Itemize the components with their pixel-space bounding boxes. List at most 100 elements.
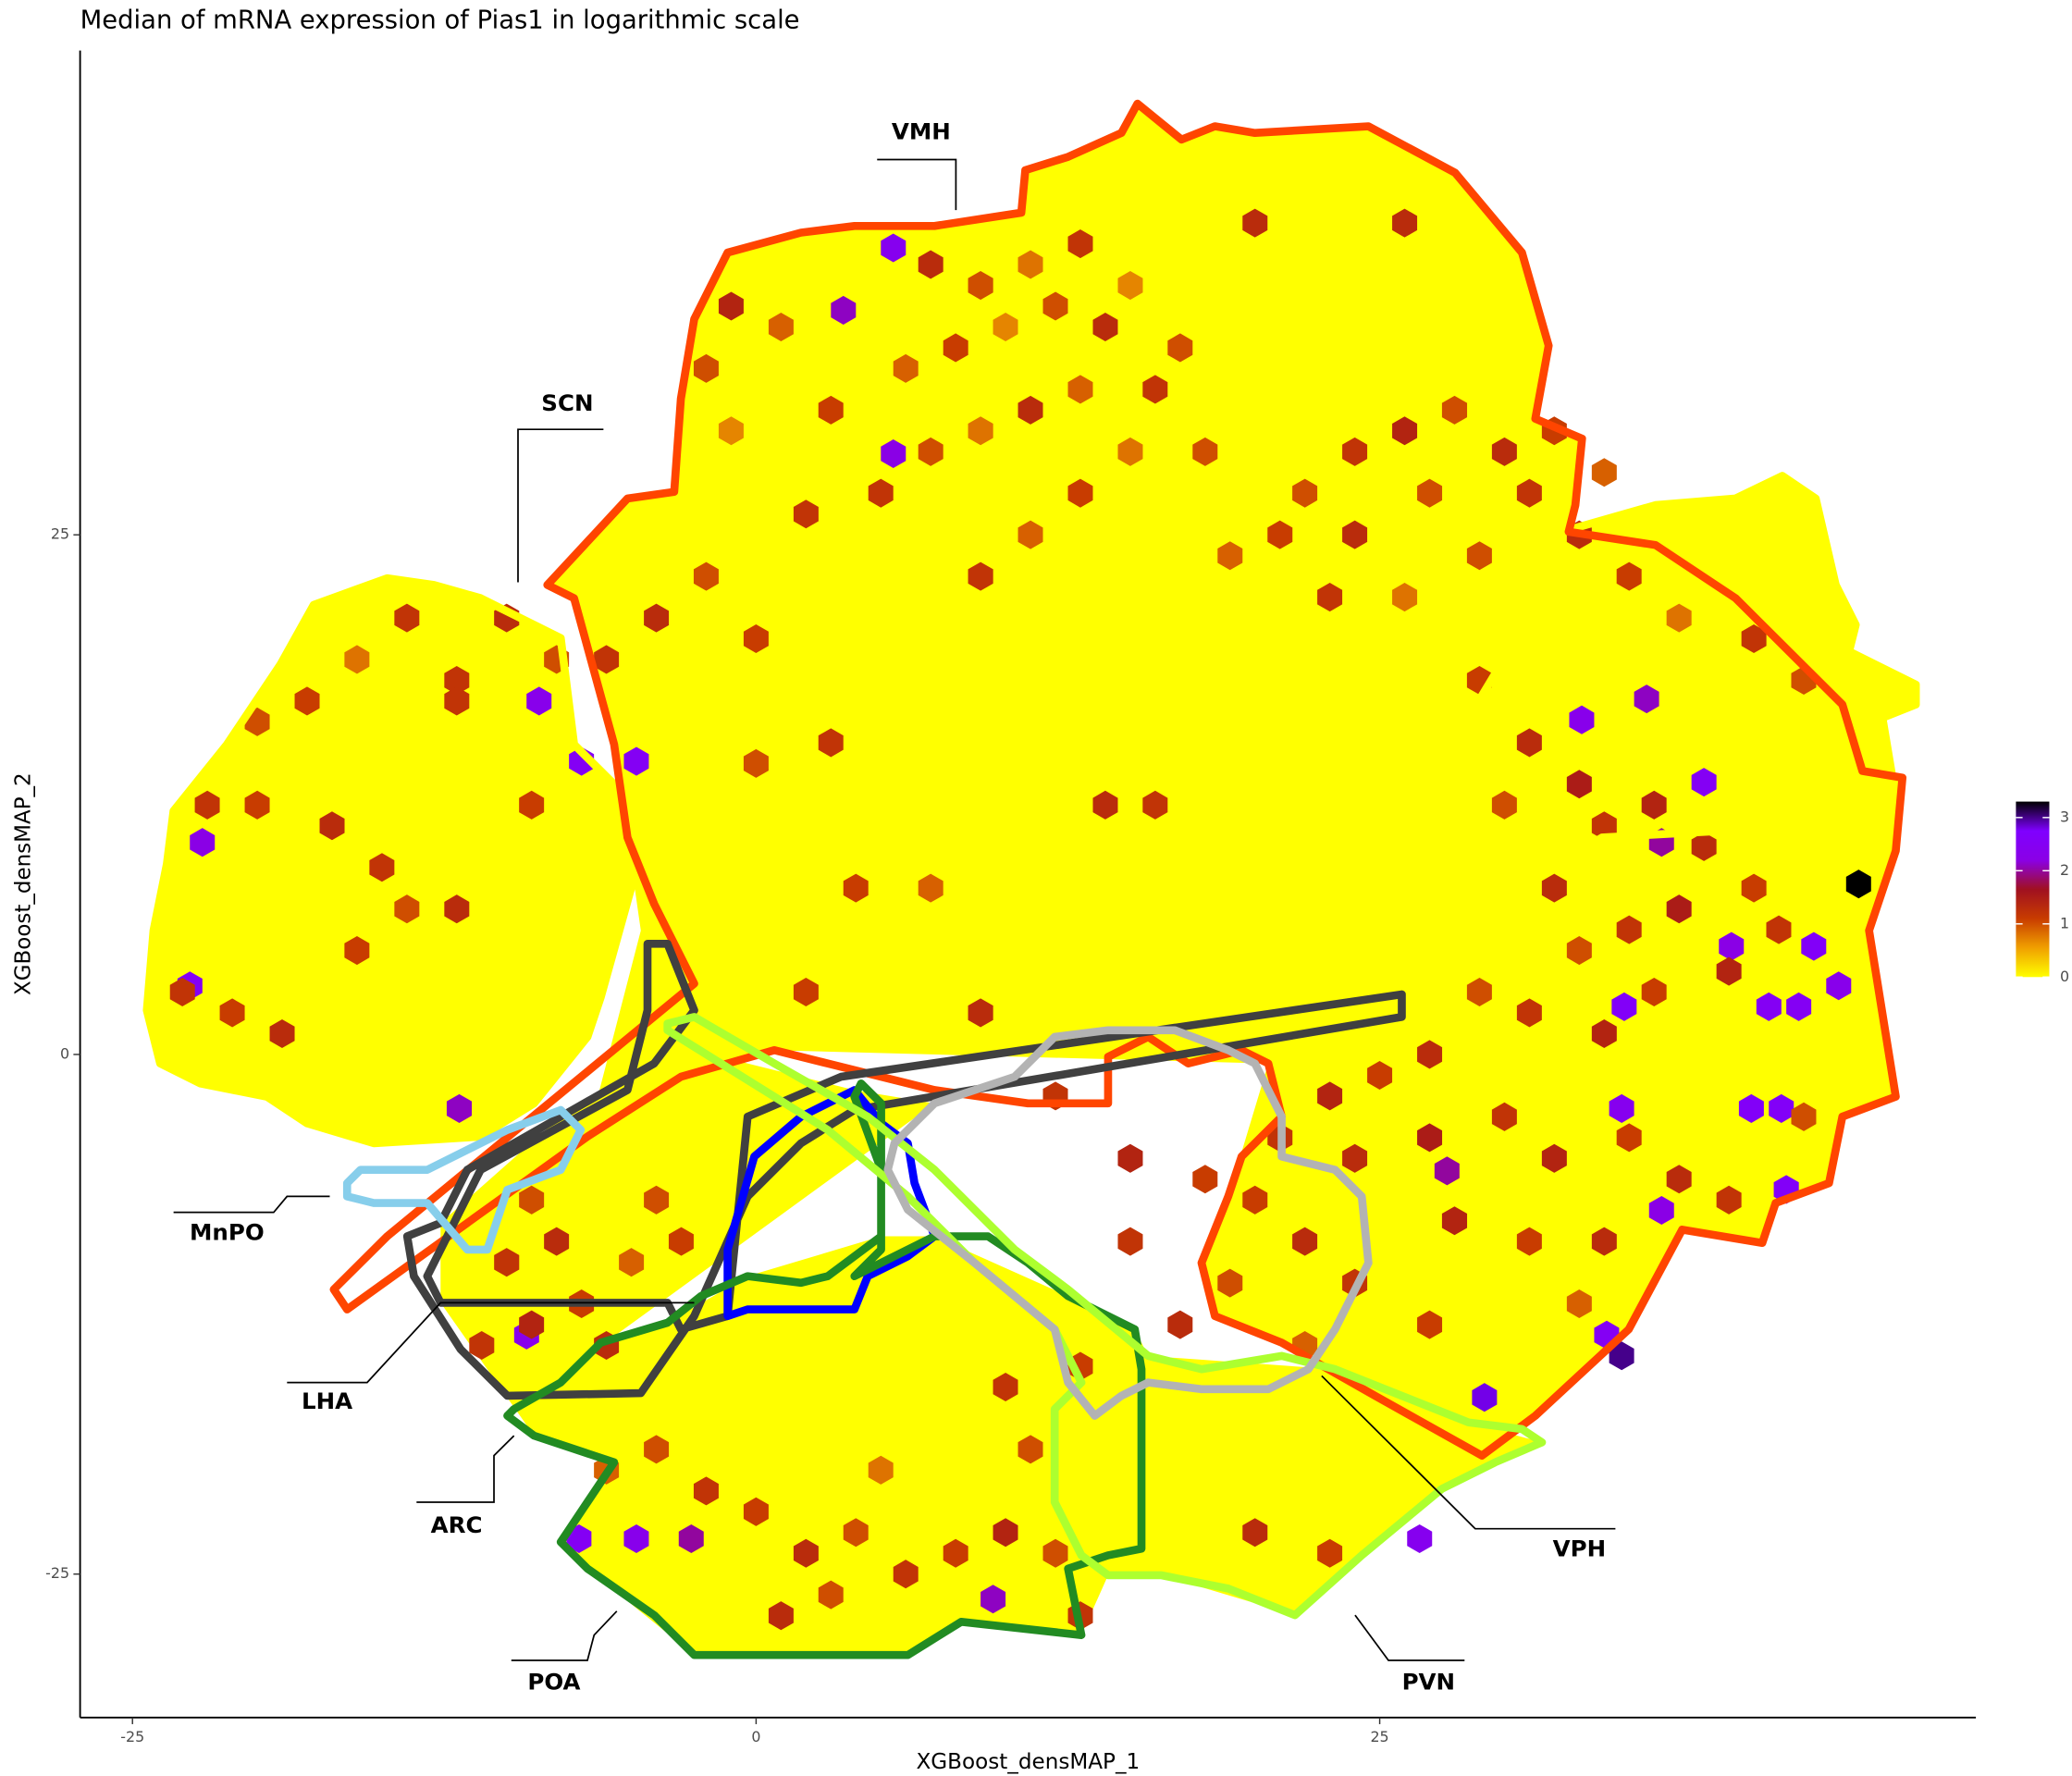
region-label: LHA [302, 1388, 352, 1414]
hex [1018, 1435, 1043, 1464]
x-tick-label: 25 [1370, 1728, 1388, 1745]
hex [1845, 870, 1871, 899]
hex [519, 790, 545, 820]
hex [743, 1497, 769, 1526]
hex [693, 561, 719, 591]
hexes [169, 208, 1871, 1631]
region-labels: VMH SCN MnPO LHA ARC POA PVN VPH [173, 118, 1616, 1695]
hex [1716, 1185, 1742, 1215]
hex [1516, 998, 1542, 1028]
outline [723, 1086, 939, 1321]
hex [1092, 313, 1118, 342]
hex [1417, 478, 1443, 508]
y-tick-label: 0 [60, 1044, 69, 1062]
hex [831, 295, 857, 325]
y-tick-label: 25 [51, 525, 69, 543]
hex [1067, 375, 1093, 404]
hex [1609, 1093, 1634, 1123]
hex [1342, 437, 1368, 466]
hex [1317, 1538, 1343, 1568]
hex [1516, 1227, 1542, 1256]
hex [1466, 978, 1492, 1007]
hex [768, 313, 794, 342]
fill [1388, 475, 1917, 891]
hex [644, 1185, 670, 1215]
hex [1117, 271, 1143, 301]
hex [843, 1518, 869, 1548]
hex [444, 686, 470, 716]
outline [1384, 472, 1920, 895]
hex [818, 728, 844, 758]
hex [1516, 478, 1542, 508]
hex [1634, 684, 1659, 714]
hex [1611, 992, 1637, 1021]
hex [1641, 978, 1667, 1007]
hex [818, 1580, 844, 1610]
region-label: SCN [541, 389, 593, 416]
x-axis-label: XGBoost_densMAP_1 [916, 1750, 1140, 1774]
hex [1769, 1093, 1794, 1123]
hex [169, 978, 195, 1007]
hex [1417, 1123, 1443, 1153]
leader-line [173, 1195, 330, 1214]
hex [881, 438, 906, 469]
hex [1117, 1143, 1143, 1173]
hex [1367, 1060, 1393, 1091]
hex [968, 271, 993, 301]
hex [693, 1476, 719, 1506]
outline [883, 1026, 1373, 1420]
hex [943, 1538, 968, 1568]
chart-title: Median of mRNA expression of Pias1 in lo… [80, 6, 800, 35]
hex [1648, 1195, 1674, 1226]
hex [668, 1227, 694, 1256]
hex [244, 790, 270, 820]
region-label: VPH [1553, 1536, 1606, 1562]
hex [1466, 541, 1492, 571]
colorbar-tick-label: 3 [2060, 808, 2069, 825]
hex [394, 894, 420, 924]
hex [1392, 416, 1418, 446]
hex [678, 1523, 704, 1553]
hex [526, 686, 552, 716]
hex [768, 1601, 794, 1631]
hex [918, 437, 944, 466]
hex [1691, 832, 1717, 861]
hex [394, 603, 420, 633]
hex [1167, 1310, 1193, 1339]
hex [1018, 250, 1043, 279]
hex [1666, 603, 1692, 633]
x-tick-label: 0 [751, 1728, 760, 1745]
hex [1392, 583, 1418, 612]
hex [1192, 437, 1218, 466]
hex [1067, 229, 1093, 259]
hex [494, 1248, 520, 1277]
hex [644, 603, 670, 633]
outline [329, 99, 1907, 1460]
hex [1117, 1227, 1143, 1256]
hex [1242, 208, 1268, 238]
hex [1317, 583, 1343, 612]
fill [440, 1050, 1543, 1656]
hex [519, 1310, 545, 1339]
hex [1317, 1081, 1343, 1111]
hex [1541, 1143, 1567, 1173]
hex [519, 1185, 545, 1215]
hex [1472, 1383, 1498, 1412]
cluster-fill [146, 104, 1917, 1656]
hex [718, 416, 744, 446]
hex [793, 500, 819, 529]
colorbar-tick-label: 1 [2060, 914, 2069, 931]
hex [1566, 1289, 1592, 1319]
region-label: MnPO [190, 1219, 265, 1246]
hex [1666, 894, 1692, 924]
hex [1591, 811, 1617, 841]
hex [793, 978, 819, 1007]
leader-line [877, 158, 957, 211]
hex [893, 1560, 919, 1589]
colorbar-tick-label: 2 [2060, 861, 2069, 879]
hex [1018, 395, 1043, 425]
x-tick-label: -25 [120, 1728, 144, 1745]
cluster-outlines [142, 99, 1920, 1659]
hex [918, 873, 944, 903]
hex [993, 1518, 1018, 1548]
